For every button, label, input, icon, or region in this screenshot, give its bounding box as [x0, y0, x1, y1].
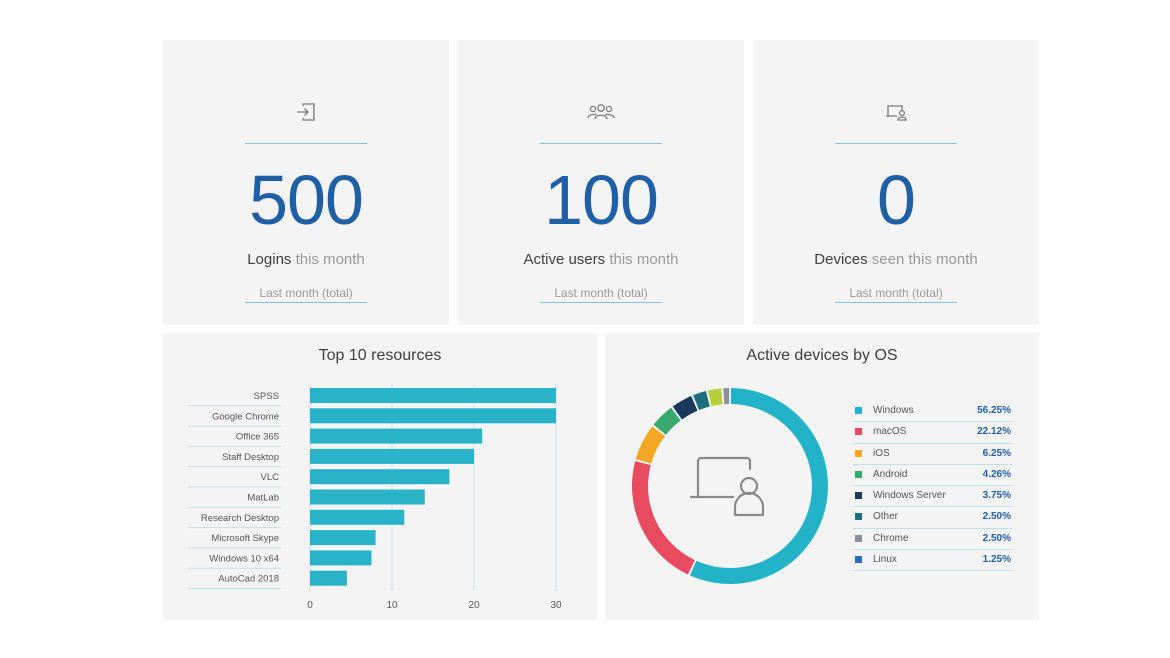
category-label: VLC: [261, 472, 280, 483]
divider: [540, 302, 662, 303]
stat-footer: Last month (total): [259, 286, 353, 300]
legend-label: macOS: [873, 426, 907, 438]
legend-row: Windows Server 3.75%: [853, 486, 1013, 508]
legend-percent: 6.25%: [982, 447, 1011, 459]
bar: [310, 530, 376, 546]
stat-caption-rest: seen this month: [867, 251, 978, 268]
category-label: Windows 10 x64: [209, 553, 279, 564]
stat-caption: Logins this month: [163, 251, 449, 268]
divider: [835, 302, 957, 303]
stat-caption-strong: Logins: [247, 251, 292, 268]
bar: [310, 550, 372, 566]
donut-slice: [723, 388, 730, 405]
legend-swatch: [855, 470, 862, 478]
donut-slice: [693, 391, 710, 411]
donut-slice: [707, 388, 723, 407]
users-icon: [586, 102, 616, 122]
stat-card-logins: 500 Logins this month Last month (total): [163, 40, 449, 325]
stat-caption-rest: this month: [291, 251, 365, 268]
x-tick-label: 20: [468, 600, 480, 611]
donut-slice: [635, 426, 665, 464]
donut-slice: [689, 388, 828, 584]
legend-label: iOS: [873, 447, 890, 459]
divider: [245, 143, 367, 144]
legend-percent: 1.25%: [982, 554, 1011, 566]
x-tick-label: 0: [307, 600, 313, 611]
legend-percent: 4.26%: [982, 468, 1011, 480]
legend-row: Other 2.50%: [853, 507, 1013, 529]
os-legend: Windows 56.25% macOS 22.12% iOS 6.25% Android 4…: [853, 401, 1013, 572]
card-title: Active devices by OS: [746, 347, 898, 364]
category-label: Google Chrome: [212, 411, 279, 422]
device-user-icon: [884, 102, 908, 122]
bar: [310, 448, 474, 464]
category-label: SPSS: [254, 391, 279, 402]
category-label: AutoCad 2018: [218, 574, 279, 585]
x-tick-label: 10: [386, 600, 398, 611]
stat-caption-rest: this month: [605, 251, 679, 268]
category-label: Research Desktop: [201, 513, 279, 524]
legend-row: Windows 56.25%: [853, 401, 1013, 423]
divider: [835, 143, 957, 144]
stat-value: 100: [544, 161, 659, 239]
legend-swatch: [855, 492, 862, 500]
donut-slice: [672, 396, 698, 420]
x-tick-label: 30: [550, 600, 562, 611]
stat-caption: Active users this month: [458, 251, 744, 268]
legend-swatch: [855, 513, 862, 521]
stat-caption: Devices seen this month: [753, 251, 1039, 268]
legend-percent: 2.50%: [982, 532, 1011, 544]
category-label: MatLab: [247, 493, 279, 504]
legend-label: Other: [873, 511, 899, 523]
donut-slice: [632, 461, 695, 575]
legend-label: Windows: [873, 405, 914, 416]
divider: [540, 143, 662, 144]
category-label: Microsoft Skype: [211, 533, 279, 544]
stat-caption-strong: Devices: [814, 251, 868, 268]
legend-percent: 2.50%: [982, 511, 1011, 523]
stat-caption-strong: Active users: [523, 251, 606, 268]
bar: [310, 570, 347, 586]
legend-percent: 3.75%: [982, 490, 1011, 502]
login-icon: [294, 102, 318, 122]
legend-label: Linux: [873, 554, 897, 566]
legend-swatch: [855, 407, 862, 414]
legend-swatch: [855, 556, 862, 564]
bar: [310, 428, 483, 444]
laptop-user-icon: [689, 456, 765, 517]
top-resources-chart: 0 10 20 30 SPSS Google Chrome Office 365 Staff …: [188, 384, 562, 611]
legend-percent: 56.25%: [977, 405, 1011, 416]
stat-value: 0: [877, 161, 916, 239]
stat-footer: Last month (total): [554, 286, 648, 300]
divider: [245, 302, 367, 303]
bar: [310, 489, 425, 505]
donut-slice: [653, 407, 681, 435]
bar: [310, 388, 556, 403]
category-label: Office 365: [236, 432, 279, 443]
legend-label: Android: [873, 468, 908, 480]
legend-label: Windows Server: [873, 490, 946, 502]
bar: [310, 469, 450, 485]
card-title: Top 10 resources: [318, 347, 442, 364]
legend-row: Android 4.26%: [853, 465, 1013, 487]
legend-row: macOS 22.12%: [853, 422, 1013, 444]
legend-row: Linux 1.25%: [853, 550, 1013, 572]
legend-percent: 22.12%: [977, 426, 1011, 438]
stat-card-active-users: 100 Active users this month Last month (…: [458, 40, 744, 325]
stat-value: 500: [249, 161, 364, 239]
category-label: Staff Desktop: [222, 452, 279, 463]
stat-card-devices: 0 Devices seen this month Last month (to…: [753, 40, 1039, 325]
legend-swatch: [855, 428, 862, 436]
legend-swatch: [855, 449, 862, 457]
devices-by-os-card: Active devices by OS Windows 56.25% macOS 2…: [605, 333, 1039, 620]
bar: [310, 509, 405, 525]
devices-by-os-donut: [632, 388, 828, 584]
bar: [310, 408, 556, 424]
stat-footer: Last month (total): [849, 286, 943, 300]
legend-row: iOS 6.25%: [853, 444, 1013, 465]
legend-row: Chrome 2.50%: [853, 529, 1013, 551]
top-resources-card: Top 10 resources 0 10 20 30 SPSS Google Chrom…: [163, 333, 597, 620]
legend-label: Chrome: [873, 532, 909, 544]
legend-swatch: [855, 534, 862, 542]
